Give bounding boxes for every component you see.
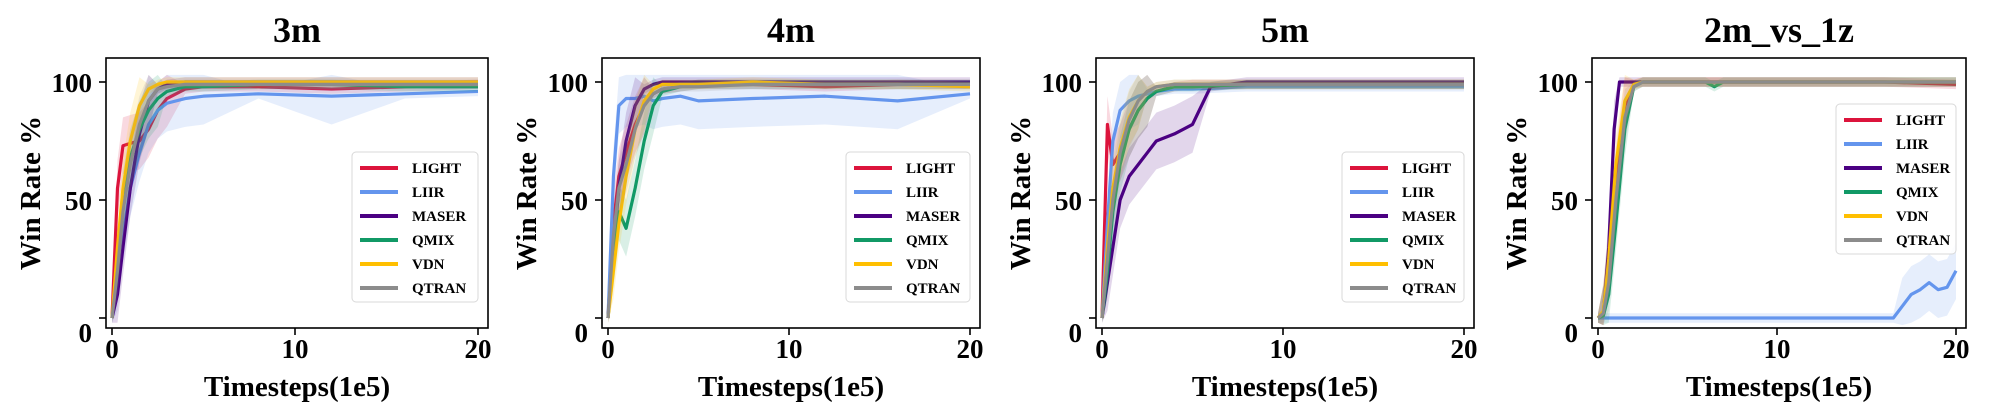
- chart-title: 5m: [1261, 10, 1309, 50]
- x-axis-label: Timesteps(1e5): [1192, 371, 1378, 403]
- plot-frame: [1591, 57, 1967, 329]
- y-tick-label: 100: [548, 68, 589, 98]
- y-tick-label: 50: [1551, 186, 1578, 216]
- y-axis-label: Win Rate %: [1005, 116, 1037, 270]
- legend-label-maser: MASER: [1896, 161, 1950, 177]
- legend: LIGHT LIIR MASER QMIX VDN QTRAN: [351, 151, 479, 303]
- series-band-liir: [1598, 242, 1956, 326]
- x-tick-label: 10: [1270, 334, 1297, 364]
- legend-label-vdn: VDN: [1896, 209, 1929, 225]
- legend-label-liir: LIIR: [412, 185, 445, 201]
- legend-label-vdn: VDN: [1402, 257, 1435, 273]
- y-tick-label: 100: [1538, 68, 1579, 98]
- x-tick-label: 20: [1451, 334, 1478, 364]
- legend-label-qmix: QMIX: [412, 233, 455, 249]
- legend-label-qmix: QMIX: [906, 233, 949, 249]
- y-tick-label: 0: [79, 318, 93, 348]
- x-tick-label: 10: [1764, 334, 1791, 364]
- y-tick-label: 0: [1565, 318, 1579, 348]
- plot-frame: [601, 57, 981, 329]
- x-tick-label: 20: [1943, 334, 1970, 364]
- series-line-qtran: [606, 82, 970, 319]
- x-tick-label: 10: [282, 334, 309, 364]
- legend-label-liir: LIIR: [1402, 185, 1435, 201]
- series-line-liir: [1100, 85, 1464, 319]
- series-band-qtran: [608, 77, 970, 323]
- legend-label-qtran: QTRAN: [412, 281, 466, 297]
- y-tick-label: 0: [575, 318, 589, 348]
- series-group: [1100, 74, 1464, 323]
- chart-panel-1: 4m 0 50 100 0 10 20 Timesteps(1e5) Win Rate % LIG…: [511, 10, 984, 403]
- legend-label-qmix: QMIX: [1402, 233, 1445, 249]
- chart-panel-3: 2m_vs_1z 0 50 100 0 10 20 Timesteps(1e5) Win Rat…: [1501, 10, 1970, 403]
- x-tick-label: 0: [1591, 334, 1605, 364]
- legend-label-light: LIGHT: [906, 161, 955, 177]
- legend-label-qtran: QTRAN: [1896, 233, 1950, 249]
- legend-label-maser: MASER: [412, 209, 466, 225]
- series-line-liir: [1598, 270, 1958, 320]
- x-tick-label: 0: [1095, 334, 1109, 364]
- legend-label-vdn: VDN: [412, 257, 445, 273]
- legend-label-liir: LIIR: [1896, 137, 1929, 153]
- y-tick-label: 50: [65, 186, 92, 216]
- chart-title: 3m: [273, 10, 321, 50]
- series-band-maser: [1102, 77, 1464, 323]
- chart-title: 2m_vs_1z: [1704, 10, 1854, 50]
- legend-label-liir: LIIR: [906, 185, 939, 201]
- chart-panel-0: 3m 0 50 100 0 10 20 Timesteps(1e5) Win Rate % LIG…: [15, 10, 492, 403]
- x-axis-label: Timesteps(1e5): [698, 371, 884, 403]
- series-group: [606, 74, 971, 323]
- legend-label-maser: MASER: [906, 209, 960, 225]
- y-tick-label: 100: [52, 68, 93, 98]
- plot-frame: [105, 57, 489, 329]
- legend-label-qmix: QMIX: [1896, 185, 1939, 201]
- series-line-light: [110, 82, 479, 319]
- x-tick-label: 0: [105, 334, 119, 364]
- y-axis-label: Win Rate %: [511, 116, 543, 270]
- x-axis-label: Timesteps(1e5): [204, 371, 390, 403]
- legend: LIGHT LIIR MASER QMIX VDN QTRAN: [1835, 103, 1957, 255]
- x-tick-label: 0: [601, 334, 615, 364]
- y-tick-label: 100: [1042, 68, 1083, 98]
- y-tick-label: 0: [1069, 318, 1083, 348]
- legend-label-qtran: QTRAN: [906, 281, 960, 297]
- chart-panel-2: 5m 0 50 100 0 10 20 Timesteps(1e5) Win Rate % LIG…: [1005, 10, 1478, 403]
- legend-label-light: LIGHT: [1402, 161, 1451, 177]
- series-line-qtran: [110, 82, 478, 319]
- y-tick-label: 50: [1055, 186, 1082, 216]
- x-axis-label: Timesteps(1e5): [1686, 371, 1872, 403]
- legend-label-vdn: VDN: [906, 257, 939, 273]
- y-axis-label: Win Rate %: [15, 116, 47, 270]
- x-tick-label: 20: [465, 334, 492, 364]
- plot-frame: [1095, 57, 1475, 329]
- legend: LIGHT LIIR MASER QMIX VDN QTRAN: [1341, 151, 1465, 303]
- x-tick-label: 20: [957, 334, 984, 364]
- y-axis-label: Win Rate %: [1501, 116, 1533, 270]
- x-tick-label: 10: [776, 334, 803, 364]
- series-line-qtran: [1100, 82, 1464, 319]
- series-group: [1596, 74, 1958, 326]
- series-group: [110, 74, 479, 323]
- legend-label-light: LIGHT: [1896, 113, 1945, 129]
- chart-title: 4m: [767, 10, 815, 50]
- legend-label-light: LIGHT: [412, 161, 461, 177]
- legend-label-qtran: QTRAN: [1402, 281, 1456, 297]
- legend: LIGHT LIIR MASER QMIX VDN QTRAN: [845, 151, 971, 303]
- series-line-vdn: [110, 80, 478, 319]
- series-line-qtran: [1596, 80, 1956, 320]
- legend-label-maser: MASER: [1402, 209, 1456, 225]
- y-tick-label: 50: [561, 186, 588, 216]
- series-line-maser: [1100, 80, 1464, 319]
